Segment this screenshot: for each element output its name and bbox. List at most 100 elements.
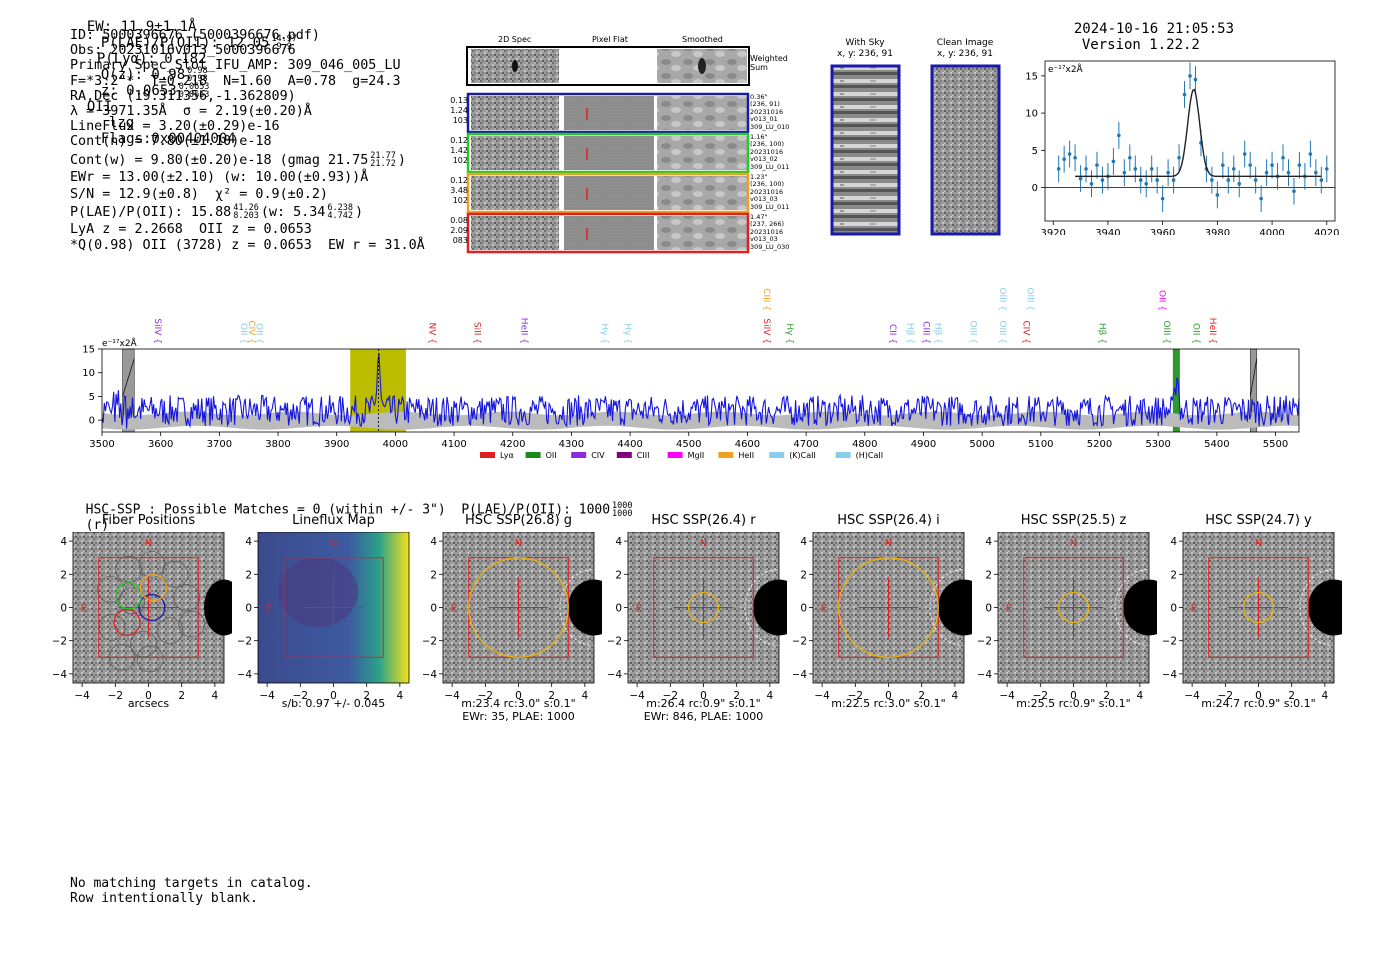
hsc-ytick-label: 4 <box>985 536 992 548</box>
svg-text:MgII: MgII <box>688 451 705 460</box>
fit-xtick-label: 3940 <box>1095 228 1120 235</box>
fiber-circle-primary <box>114 582 143 610</box>
spectrum-line-label: Hβ { <box>1097 323 1107 344</box>
fit-data-point <box>1210 166 1214 194</box>
info-lambda: λ = 3971.35Å σ = 2.19(±0.20)Å <box>70 104 312 120</box>
spectrum-line-label: OIII { <box>967 320 977 344</box>
header-summary: EW: 11.9±1.1Å P(LAE)/P(OII): 12.05 14.97 9… <box>70 3 299 147</box>
hsc-panel-title: HSC SSP(25.5) z <box>1020 513 1127 528</box>
spectrum-xtick-label: 3500 <box>89 439 114 450</box>
fiber-circle <box>161 561 189 588</box>
spectrum-xtick-label: 5300 <box>1145 439 1170 450</box>
hsc-ytick-label: 2 <box>1170 569 1177 581</box>
info-lya: LyA z = 2.2668 OII z = 0.0653 <box>70 222 312 238</box>
spectrum-line-label: HeII { <box>519 318 529 344</box>
fit-data-point <box>1226 166 1231 194</box>
info-obs: Obs: 20231016v013_5000396676 <box>70 43 296 59</box>
spectrum-line-label: OIII { <box>997 287 1007 311</box>
hsc-xtick-label: −2 <box>1033 690 1048 702</box>
fiber-circle <box>115 556 142 583</box>
lineflux-map-blob <box>278 557 358 627</box>
hsc-ytick-label: −4 <box>238 669 252 681</box>
hsc-cutout-image: N E 4 2 0 −2 −4 −4 −2 0 2 4 <box>238 532 410 702</box>
info-contw-hi: 21.77 <box>370 150 396 161</box>
spectrum-line-label: Hβ { <box>905 323 915 344</box>
header-qz-hi: 0.98 <box>187 66 208 76</box>
info-contw-lo: 21.72 <box>370 158 396 169</box>
hsc-title-lo: 1000 <box>612 509 633 519</box>
east-label: E <box>1191 604 1197 615</box>
spectrum-line-label: OII { <box>253 323 263 344</box>
fit-data-point <box>1270 151 1274 179</box>
fit-data-point <box>1253 166 1258 194</box>
hsc-xtick-label: 2 <box>1103 690 1110 702</box>
hsc-panel-caption-2: EWr: 846, PLAE: 1000 <box>643 710 764 723</box>
cutout-row-frame <box>466 172 750 214</box>
hsc-cutout-image: N E 4 2 0 −2 −4 −4 −2 0 2 4 <box>1163 532 1342 702</box>
hsc-xtick-label: 2 <box>548 690 555 702</box>
hsc-ytick-label: 2 <box>615 569 622 581</box>
hsc-ytick-label: −4 <box>978 669 992 681</box>
hsc-xtick-label: 2 <box>918 690 925 702</box>
spectrum-flux-line <box>101 353 1300 429</box>
info-radec: RA,Dec (19.311356,-1.362809) <box>70 88 296 104</box>
header-plya: P(Lyα): 0.182 <box>96 51 207 67</box>
hsc-cutout-image: N E 4 2 0 −2 −4 −4 −2 0 2 4 <box>608 532 787 702</box>
clean-title: Clean Image x, y: 236, 91 <box>930 38 1000 60</box>
fit-xtick-label: 3960 <box>1150 228 1175 235</box>
aperture-box <box>1208 557 1309 658</box>
hsc-ytick-label: 2 <box>800 569 807 581</box>
fit-ytick-label: 5 <box>1032 146 1038 157</box>
svg-text:(H)CaII: (H)CaII <box>856 451 883 460</box>
detection-info: ID: 5000396676 (5000396676.pdf) Obs: 202… <box>70 28 425 253</box>
hsc-xtick-label: −2 <box>848 690 863 702</box>
info-contn: Cont(n) = 7.80(±1.10)e-18 <box>70 134 272 150</box>
header-qz: Q(z): 0.98 <box>100 67 186 83</box>
spectrum-ytick-label: 5 <box>89 392 95 403</box>
info-contw: Cont(w) = 9.80(±0.20)e-18 (gmag 21.75 <box>70 152 369 168</box>
spectrum-xtick-label: 4100 <box>441 439 466 450</box>
fiber-circle <box>136 645 164 673</box>
fit-data-point <box>1221 151 1225 179</box>
cutout-row-values: 0.13 1.24 103 <box>450 96 468 125</box>
fit-data-point <box>1242 140 1247 168</box>
fit-data-point <box>1117 122 1121 149</box>
full-spectrum-chart: 3500 3600 3700 3800 3900 4000 4100 4200 4300 4400… <box>82 287 1300 460</box>
fit-data-point <box>1264 159 1269 187</box>
fit-data-point <box>1149 155 1154 183</box>
hsc-ytick-label: 4 <box>800 536 807 548</box>
no-match-note: No matching targets in catalog. <box>70 876 313 891</box>
hsc-ytick-label: 0 <box>985 603 992 615</box>
fit-data-point <box>1073 144 1077 172</box>
aperture-box <box>1023 557 1124 658</box>
cutout-row-label: 1.16" (236, 100) 20231016 v013_02 309_LU… <box>750 133 790 171</box>
spectrum-legend-item: Lyα <box>480 451 514 460</box>
spectrum-line-label: NV { <box>426 323 436 344</box>
fiber-circle-primary <box>139 573 168 602</box>
hsc-ytick-label: 2 <box>60 569 67 581</box>
bright-source <box>1308 579 1342 636</box>
svg-text:OII: OII <box>546 451 557 460</box>
info-fparams: F=*3.2"* T=0.218 N=1.60 A=0.78 g=24.3 <box>70 73 401 89</box>
hsc-xtick-label: 0 <box>1070 690 1077 702</box>
fit-data-point <box>1292 177 1296 205</box>
info-q: *Q(0.98) OII (3728) z = 0.0653 EW r = 31… <box>70 237 425 253</box>
hsc-ytick-label: −2 <box>53 636 67 648</box>
fit-data-point <box>1062 145 1066 173</box>
with-sky-title: With Sky x, y: 236, 91 <box>830 38 900 60</box>
hsc-panel-title: HSC SSP(26.8) g <box>464 513 573 528</box>
spectrum-frame <box>101 348 1300 433</box>
spectrum-xtick-label: 3600 <box>148 439 173 450</box>
header-z: z: 0.0653 <box>100 83 177 99</box>
fit-data-point <box>1128 144 1132 172</box>
hsc-ytick-label: 0 <box>245 603 252 615</box>
spectrum-legend-item: (H)CaII <box>835 451 883 460</box>
spectrum-line-label: Hβ { <box>932 323 942 344</box>
header-timestamp: 2024-10-16 21:05:53 <box>1073 21 1235 37</box>
spectrum-line-label: OII { <box>1190 323 1200 344</box>
hsc-panel-title: HSC SSP(24.7) y <box>1205 513 1312 528</box>
hsc-ytick-label: −4 <box>423 669 437 681</box>
catalog-aperture-circle <box>1242 591 1275 624</box>
fit-data-point <box>1215 181 1220 209</box>
hsc-ytick-label: 4 <box>1170 536 1177 548</box>
